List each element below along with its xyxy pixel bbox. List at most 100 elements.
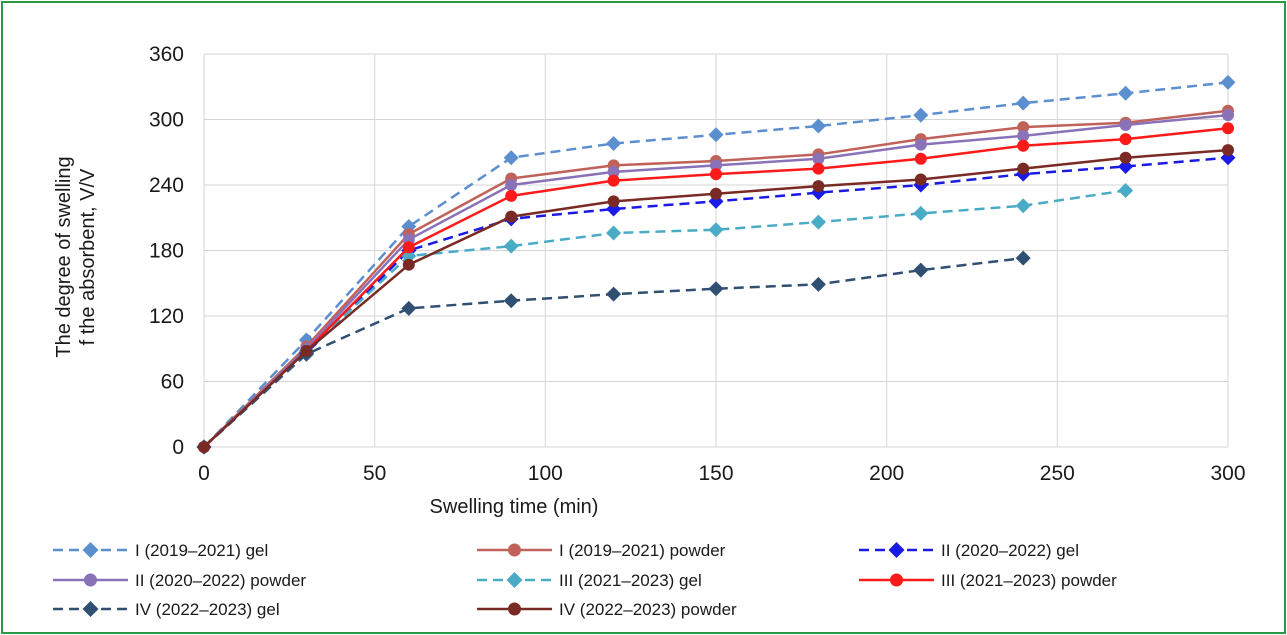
legend-item: II (2020–2022) powder (53, 571, 306, 590)
data-point-circle (1017, 121, 1030, 134)
data-point-diamond (606, 136, 622, 152)
data-point-diamond (810, 118, 826, 134)
data-point-circle (607, 195, 620, 208)
legend-label: II (2020–2022) powder (135, 571, 306, 590)
data-point-diamond (1015, 250, 1031, 266)
data-point-circle (607, 174, 620, 187)
series-line (203, 256, 1024, 448)
series-7 (196, 250, 1031, 455)
x-tick-label: 0 (198, 462, 210, 485)
data-point-circle (890, 573, 903, 587)
data-point-circle (1017, 129, 1030, 142)
data-point-diamond (810, 214, 826, 230)
x-tick-label: 300 (1210, 462, 1245, 485)
data-point-diamond (401, 300, 417, 316)
x-tick-label: 250 (1040, 462, 1075, 485)
data-point-circle (812, 162, 825, 175)
legend-label: IV (2022–2023) powder (559, 600, 737, 619)
grid (203, 53, 1229, 448)
data-point-diamond (810, 276, 826, 292)
data-point-circle (812, 180, 825, 193)
data-point-circle (914, 173, 927, 186)
x-tick-label: 200 (869, 462, 904, 485)
y-tick-label: 120 (149, 305, 184, 328)
data-point-diamond (1118, 85, 1134, 101)
data-point-circle (84, 573, 97, 587)
y-tick-label: 0 (172, 436, 184, 459)
data-point-circle (914, 138, 927, 151)
data-point-circle (402, 258, 415, 271)
x-tick-label: 100 (528, 462, 563, 485)
data-point-circle (508, 543, 521, 557)
data-point-circle (914, 152, 927, 165)
legend-item: I (2019–2021) gel (53, 541, 268, 560)
y-tick-label: 360 (149, 43, 184, 66)
x-axis-title: Swelling time (min) (430, 496, 599, 518)
data-point-diamond (708, 127, 724, 143)
y-tick-label: 240 (149, 174, 184, 197)
legend-item: III (2021–2023) gel (477, 571, 702, 590)
series-layer (196, 74, 1236, 455)
legend-label: IV (2022–2023) gel (135, 600, 280, 619)
data-point-circle (812, 152, 825, 165)
legend-label: III (2021–2023) powder (941, 571, 1117, 590)
data-point-diamond (503, 150, 519, 166)
series-6 (198, 122, 1234, 453)
data-point-circle (505, 210, 518, 223)
x-tick-label: 50 (363, 462, 386, 485)
data-point-circle (607, 165, 620, 178)
data-point-circle (710, 168, 722, 181)
data-point-circle (1119, 151, 1132, 164)
data-point-circle (710, 159, 722, 172)
y-axis-title-line-2: f the absorbent, V/V (77, 168, 99, 345)
data-point-circle (1222, 144, 1234, 157)
data-point-diamond (888, 542, 905, 558)
data-point-diamond (82, 542, 99, 558)
data-point-circle (1017, 162, 1030, 175)
data-point-diamond (708, 281, 724, 297)
x-tick-label: 150 (698, 462, 733, 485)
legend-item: I (2019–2021) powder (477, 541, 726, 560)
legend-label: II (2020–2022) gel (941, 541, 1079, 560)
data-point-circle (1222, 122, 1234, 135)
data-point-diamond (1015, 198, 1031, 214)
y-axis-title: The degree of swelling f the absorbent, … (53, 156, 99, 357)
y-tick-label: 180 (149, 240, 184, 263)
data-point-diamond (1220, 74, 1236, 90)
legend-item: II (2020–2022) gel (859, 541, 1079, 560)
data-point-circle (198, 441, 210, 453)
series-line (203, 189, 1126, 448)
data-point-diamond (708, 222, 724, 238)
data-point-diamond (503, 293, 519, 309)
swelling-chart: Swelling time (min) The degree of swelli… (53, 43, 1246, 619)
axes: Swelling time (min) The degree of swelli… (53, 43, 1246, 518)
data-point-circle (402, 241, 415, 254)
data-point-diamond (506, 572, 523, 588)
y-axis-title-line-1: The degree of swelling (53, 156, 75, 357)
data-point-diamond (1118, 182, 1134, 198)
data-point-circle (300, 344, 313, 357)
data-point-diamond (1015, 95, 1031, 111)
data-point-diamond (606, 225, 622, 241)
y-tick-label: 300 (149, 109, 184, 132)
data-point-diamond (606, 286, 622, 302)
data-point-circle (710, 187, 722, 200)
data-point-circle (505, 189, 518, 202)
series-8 (198, 144, 1234, 453)
data-point-diamond (913, 205, 929, 221)
y-tick-label: 60 (161, 371, 184, 394)
data-point-circle (1222, 109, 1234, 122)
legend-label: I (2019–2021) gel (135, 541, 268, 560)
data-point-circle (1119, 133, 1132, 146)
data-point-diamond (913, 262, 929, 278)
data-point-circle (508, 602, 521, 616)
data-point-circle (1119, 118, 1132, 131)
data-point-circle (505, 179, 518, 191)
legend: I (2019–2021) gel I (2019–2021) powder II … (53, 541, 1117, 619)
legend-label: I (2019–2021) powder (559, 541, 726, 560)
data-point-circle (1017, 139, 1030, 152)
legend-item: IV (2022–2023) powder (477, 600, 737, 619)
data-point-diamond (82, 601, 99, 617)
legend-item: III (2021–2023) powder (859, 571, 1117, 590)
